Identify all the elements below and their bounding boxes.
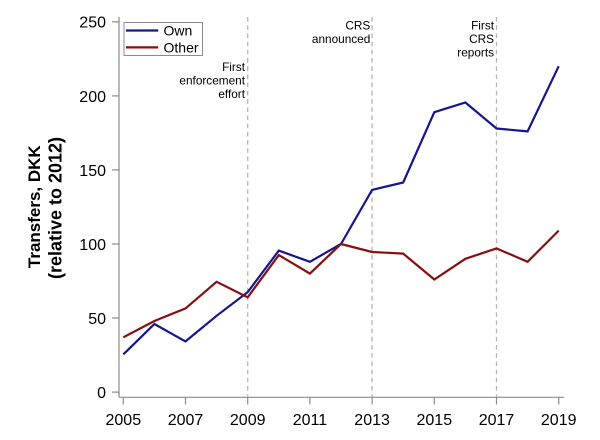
- svg-text:CRS: CRS: [345, 18, 370, 32]
- svg-text:0: 0: [97, 385, 106, 402]
- svg-text:2007: 2007: [168, 412, 204, 429]
- svg-text:250: 250: [79, 15, 106, 32]
- svg-text:100: 100: [79, 237, 106, 254]
- svg-text:2005: 2005: [106, 412, 142, 429]
- svg-text:2011: 2011: [293, 412, 328, 429]
- svg-text:Other: Other: [164, 39, 199, 55]
- svg-text:announced: announced: [312, 32, 370, 46]
- svg-text:CRS: CRS: [469, 32, 494, 46]
- svg-text:200: 200: [79, 89, 106, 106]
- svg-text:effort: effort: [218, 87, 245, 101]
- svg-text:150: 150: [79, 163, 106, 180]
- svg-text:First: First: [471, 19, 495, 33]
- svg-text:Transfers, DKK: Transfers, DKK: [25, 145, 44, 269]
- svg-text:Own: Own: [164, 22, 193, 38]
- svg-text:2019: 2019: [541, 412, 577, 429]
- svg-text:(relative to 2012): (relative to 2012): [46, 137, 66, 279]
- svg-text:2017: 2017: [479, 412, 515, 429]
- svg-text:2009: 2009: [230, 412, 266, 429]
- svg-text:2015: 2015: [417, 412, 453, 429]
- svg-text:First: First: [222, 60, 246, 74]
- svg-text:enforcement: enforcement: [179, 73, 245, 87]
- svg-text:50: 50: [88, 311, 106, 328]
- svg-text:reports: reports: [457, 45, 494, 59]
- svg-text:2013: 2013: [354, 412, 390, 429]
